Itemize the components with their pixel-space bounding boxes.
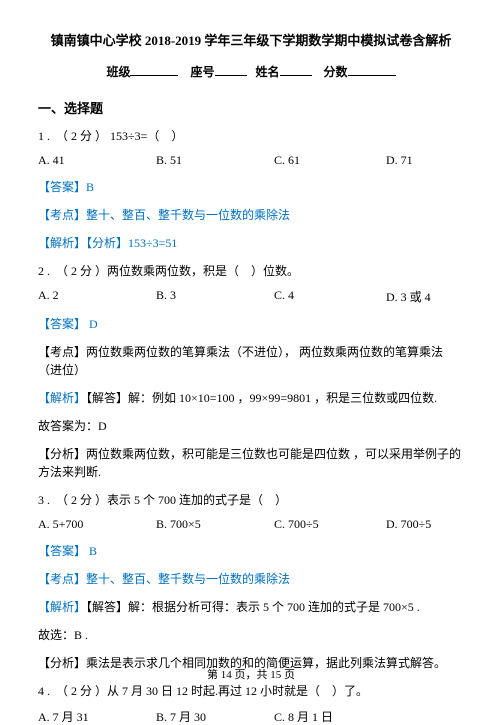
q1-point: 【考点】整十、整百、整千数与一位数的乘除法 bbox=[38, 206, 464, 224]
q4-opt-a: A. 7 月 31 bbox=[38, 708, 156, 725]
q2-analysis-label: 【解析】 bbox=[38, 391, 86, 405]
q3-stem: 3 . （ 2 分 ）表示 5 个 700 连加的式子是（ ） bbox=[38, 491, 464, 509]
q1-opt-a: A. 41 bbox=[38, 153, 156, 168]
q4-options: A. 7 月 31 B. 7 月 30 C. 8 月 1 日 bbox=[38, 708, 464, 725]
score-label: 分数 bbox=[324, 65, 348, 79]
q3-opt-b: B. 700×5 bbox=[156, 517, 274, 532]
page-current: 14 bbox=[221, 669, 232, 681]
q2-options: A. 2 B. 3 C. 4 D. 3 或 4 bbox=[38, 288, 464, 305]
section-header: 一、选择题 bbox=[38, 98, 464, 117]
q3-options: A. 5+700 B. 700×5 C. 700÷5 D. 700÷5 bbox=[38, 517, 464, 532]
q1-stem: 1 . （ 2 分 ） 153÷3=（ ） bbox=[38, 127, 464, 145]
q4-opt-b: B. 7 月 30 bbox=[156, 708, 274, 725]
q3-point: 【考点】整十、整百、整千数与一位数的乘除法 bbox=[38, 570, 464, 588]
q2-analysis-1: 【解析】【解答】解：例如 10×10=100 ，99×99=9801 ，积是三位… bbox=[38, 389, 464, 407]
q2-analysis-2: 故答案为：D bbox=[38, 417, 464, 435]
page-total: 15 bbox=[270, 669, 281, 681]
q1-options: A. 41 B. 51 C. 61 D. 71 bbox=[38, 153, 464, 168]
seat-blank bbox=[215, 75, 247, 76]
q1-opt-d: D. 71 bbox=[386, 153, 413, 168]
class-label: 班级 bbox=[106, 65, 130, 79]
q4-opt-c: C. 8 月 1 日 bbox=[274, 708, 386, 725]
q3-analysis-2: 故选：B . bbox=[38, 626, 464, 644]
q2-opt-a: A. 2 bbox=[38, 288, 156, 305]
student-info-row: 班级 座号 姓名 分数 bbox=[38, 63, 464, 80]
seat-label: 座号 bbox=[190, 65, 214, 79]
q1-answer: 【答案】B bbox=[38, 178, 464, 196]
q2-opt-c: C. 4 bbox=[274, 288, 386, 305]
name-label: 姓名 bbox=[256, 65, 280, 79]
score-blank bbox=[348, 75, 396, 76]
class-blank bbox=[130, 75, 178, 76]
page-footer: 第 14 页，共 15 页 bbox=[0, 666, 502, 682]
q1-opt-c: C. 61 bbox=[274, 153, 386, 168]
q3-opt-c: C. 700÷5 bbox=[274, 517, 386, 532]
q4-stem: 4 . （ 2 分 ）从 7 月 30 日 12 时起.再过 12 小时就是（ … bbox=[38, 682, 464, 700]
q3-opt-d: D. 700÷5 bbox=[386, 517, 431, 532]
q3-opt-a: A. 5+700 bbox=[38, 517, 156, 532]
q2-analysis-3: 【分析】两位数乘两位数，积可能是三位数也可能是四位数 ，可以采用举例子的方法来判… bbox=[38, 445, 464, 481]
name-blank bbox=[280, 75, 312, 76]
q1-opt-b: B. 51 bbox=[156, 153, 274, 168]
q3-analysis-1: 【解析】【解答】解：根据分析可得：表示 5 个 700 连加的式子是 700×5… bbox=[38, 598, 464, 616]
q2-opt-d: D. 3 或 4 bbox=[386, 288, 431, 305]
q3-answer: 【答案】 B bbox=[38, 542, 464, 560]
q3-analysis-label: 【解析】 bbox=[38, 600, 86, 614]
q2-point: 【考点】两位数乘两位数的笔算乘法（不进位）， 两位数乘两位数的笔算乘法（进位） bbox=[38, 343, 464, 379]
q2-answer: 【答案】 D bbox=[38, 315, 464, 333]
q2-opt-b: B. 3 bbox=[156, 288, 274, 305]
q2-stem: 2 . （ 2 分 ）两位数乘两位数，积是（ ）位数。 bbox=[38, 262, 464, 280]
exam-title: 镇南镇中心学校 2018-2019 学年三年级下学期数学期中模拟试卷含解析 bbox=[38, 30, 464, 49]
q1-analysis: 【解析】【分析】153÷3=51 bbox=[38, 234, 464, 252]
